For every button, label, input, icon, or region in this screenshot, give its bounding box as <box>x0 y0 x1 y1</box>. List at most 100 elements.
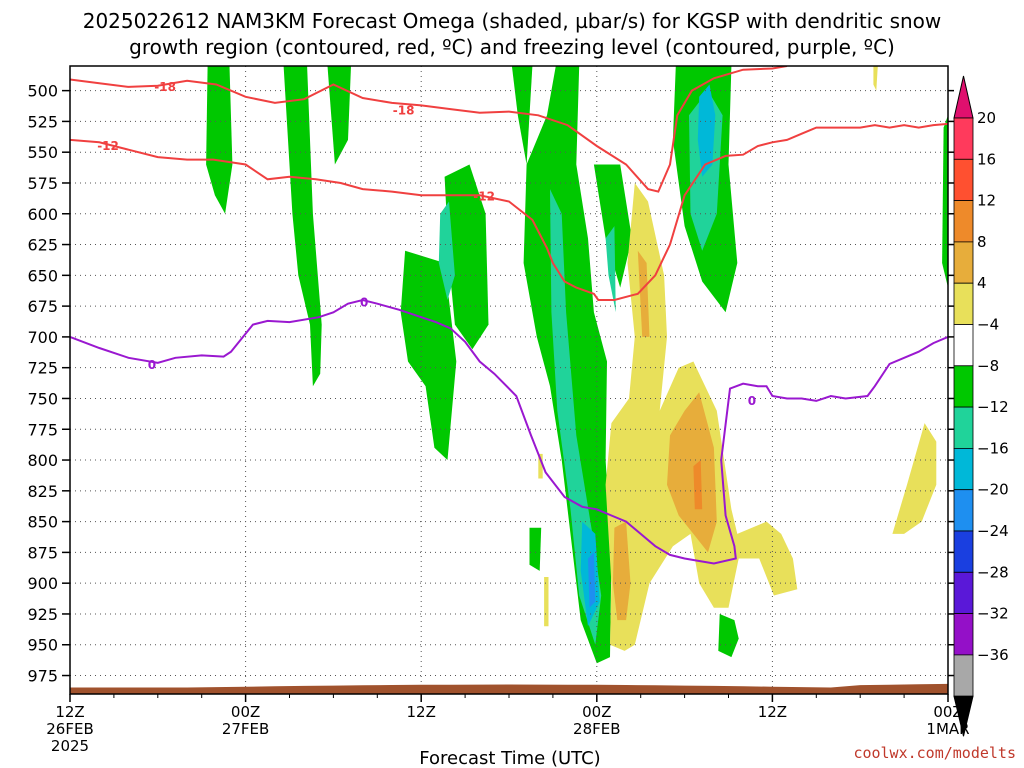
temperature-contours: -18 -18 -12 -12 0 0 0 <box>70 66 948 565</box>
colorbar-label-1: 16 <box>977 150 996 168</box>
omega-region-0 <box>206 66 233 214</box>
omega-region-3 <box>400 250 457 460</box>
xtick-label-36-1: 28FEB <box>573 720 620 738</box>
ytick-label-825: 825 <box>27 482 58 501</box>
colorbar-label-10: −24 <box>977 522 1009 540</box>
colorbar-label-11: −28 <box>977 563 1009 581</box>
xtick-label-0-1: 26FEB <box>46 720 93 738</box>
ytick-label-800: 800 <box>27 451 58 470</box>
ytick-label-925: 925 <box>27 605 58 624</box>
contour-label-0: 0 <box>148 358 156 372</box>
colorbar-swatch-7 <box>953 406 974 449</box>
xtick-label-36-0: 00Z <box>582 703 611 721</box>
colorbar-label-5: −4 <box>977 316 999 334</box>
ytick-label-975: 975 <box>27 667 58 686</box>
ytick-label-525: 525 <box>27 112 58 131</box>
omega-region-7 <box>593 164 632 288</box>
ytick-label-625: 625 <box>27 236 58 255</box>
ytick-label-950: 950 <box>27 636 58 655</box>
ytick-label-900: 900 <box>27 574 58 593</box>
contour--12 <box>70 122 948 301</box>
colorbar-swatch-5 <box>953 324 974 367</box>
ytick-label-725: 725 <box>27 359 58 378</box>
colorbar-label-13: −36 <box>977 646 1009 664</box>
xtick-label-12-1: 27FEB <box>222 720 269 738</box>
colorbar-label-2: 12 <box>977 192 996 210</box>
ytick-label-850: 850 <box>27 513 58 532</box>
ytick-label-700: 700 <box>27 328 58 347</box>
omega-region-17 <box>697 84 716 177</box>
colorbar-under-arrow <box>953 695 974 737</box>
contour-label-0: 0 <box>748 394 756 408</box>
omega-region-2 <box>327 66 351 165</box>
colorbar-swatch-10 <box>953 530 974 573</box>
colorbar-swatch-1 <box>953 158 974 202</box>
colorbar-label-7: −12 <box>977 398 1009 416</box>
credit-text: coolwx.com/modelts <box>853 744 1016 762</box>
colorbar-label-3: 8 <box>977 233 987 251</box>
ytick-label-600: 600 <box>27 205 58 224</box>
colorbar-swatch-11 <box>953 571 974 614</box>
omega-region-10 <box>718 614 739 658</box>
colorbar-label-8: −16 <box>977 439 1009 457</box>
omega-region-21 <box>873 66 878 91</box>
contour-label--18: -18 <box>393 103 415 117</box>
omega-region-1 <box>283 66 322 387</box>
colorbar-label-12: −32 <box>977 605 1009 623</box>
omega-region-4 <box>444 164 489 350</box>
colorbar-label-0: 20 <box>977 109 996 127</box>
ytick-label-575: 575 <box>27 174 58 193</box>
ytick-label-775: 775 <box>27 420 58 439</box>
omega-region-14 <box>605 226 616 313</box>
omega-region-11 <box>942 115 948 288</box>
ground-fill <box>70 683 948 694</box>
colorbar-swatch-6 <box>953 365 974 408</box>
xtick-label-0-0: 12Z <box>55 703 84 721</box>
contour-label-0: 0 <box>360 295 368 309</box>
colorbar-swatch-3 <box>953 241 974 284</box>
x-axis-label: Forecast Time (UTC) <box>419 748 600 768</box>
ytick-label-550: 550 <box>27 143 58 162</box>
colorbar-swatch-4 <box>953 282 974 325</box>
colorbar-swatch-0 <box>953 117 974 160</box>
contour-label--12: -12 <box>97 139 119 153</box>
omega-region-5 <box>511 66 533 165</box>
ytick-label-500: 500 <box>27 82 58 101</box>
colorbar-label-9: −20 <box>977 481 1009 499</box>
ytick-label-650: 650 <box>27 266 58 285</box>
pressure-axis: 500 525 550 575 600 625 650 675 700 725 750 775 800 8… <box>27 82 954 686</box>
ground-layer <box>70 683 948 694</box>
chart-title-line2: growth region (contoured, red, ºC) and f… <box>129 35 895 59</box>
omega-region-9 <box>529 527 542 571</box>
xtick-label-24-0: 12Z <box>407 703 436 721</box>
xtick-label-60-1: 1MAR <box>926 720 969 738</box>
colorbar-swatch-12 <box>953 613 974 656</box>
colorbar-swatch-2 <box>953 200 974 243</box>
colorbar-swatch-8 <box>953 447 974 491</box>
contour-0 <box>70 298 948 565</box>
contour--18 <box>70 66 788 193</box>
xtick-label-60-0: 00Z <box>933 703 962 721</box>
omega-region-25 <box>612 521 631 621</box>
ytick-label-675: 675 <box>27 297 58 316</box>
colorbar: 20 16 12 8 4 −4 −8 −12 −16 −20 −24 −28 −32 −36 <box>953 75 1009 737</box>
ytick-label-750: 750 <box>27 389 58 408</box>
omega-region-20 <box>892 423 937 534</box>
colorbar-over-arrow <box>953 75 974 119</box>
colorbar-swatch-9 <box>953 489 974 532</box>
xtick-label-0-2: 2025 <box>51 737 89 755</box>
ytick-label-875: 875 <box>27 543 58 562</box>
xtick-label-48-0: 12Z <box>758 703 787 721</box>
colorbar-swatch-13 <box>953 654 974 697</box>
omega-region-18 <box>588 552 596 608</box>
colorbar-label-6: −8 <box>977 357 999 375</box>
contour-label--12: -12 <box>473 190 495 204</box>
omega-region-26 <box>667 392 717 553</box>
contour-label--18: -18 <box>154 80 176 94</box>
omega-region-24 <box>637 250 650 337</box>
colorbar-label-4: 4 <box>977 274 987 292</box>
omega-region-23 <box>544 577 549 627</box>
omega-region-27 <box>693 460 703 510</box>
